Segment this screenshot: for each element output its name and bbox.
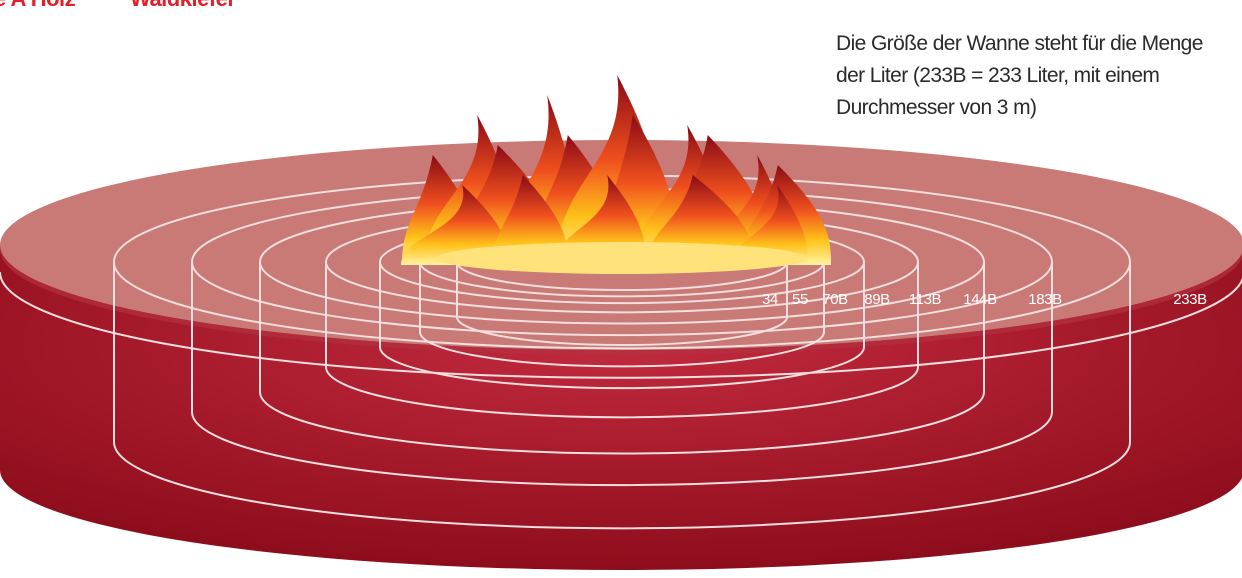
ring-label: 144B: [963, 291, 997, 308]
ring-label: 70B: [822, 291, 848, 308]
infographic: e A Holz Waldkiefer Die Größe der Wanne …: [0, 0, 1242, 578]
ring-label: 113B: [909, 291, 942, 308]
ring-label: 34: [762, 291, 778, 308]
ring-label: 55: [792, 291, 808, 308]
description-line: Durchmesser von 3 m): [836, 96, 1036, 119]
ring-label: 89B: [864, 291, 890, 308]
flame-base: [437, 242, 807, 274]
ring-label: 233B: [1173, 291, 1207, 308]
description-line: Die Größe der Wanne steht für die Menge: [836, 32, 1203, 55]
title-right: Waldkiefer: [130, 0, 236, 11]
ring-label: 183B: [1028, 291, 1062, 308]
title-left: e A Holz: [0, 0, 76, 11]
description-line: der Liter (233B = 233 Liter, mit einem: [836, 64, 1159, 87]
